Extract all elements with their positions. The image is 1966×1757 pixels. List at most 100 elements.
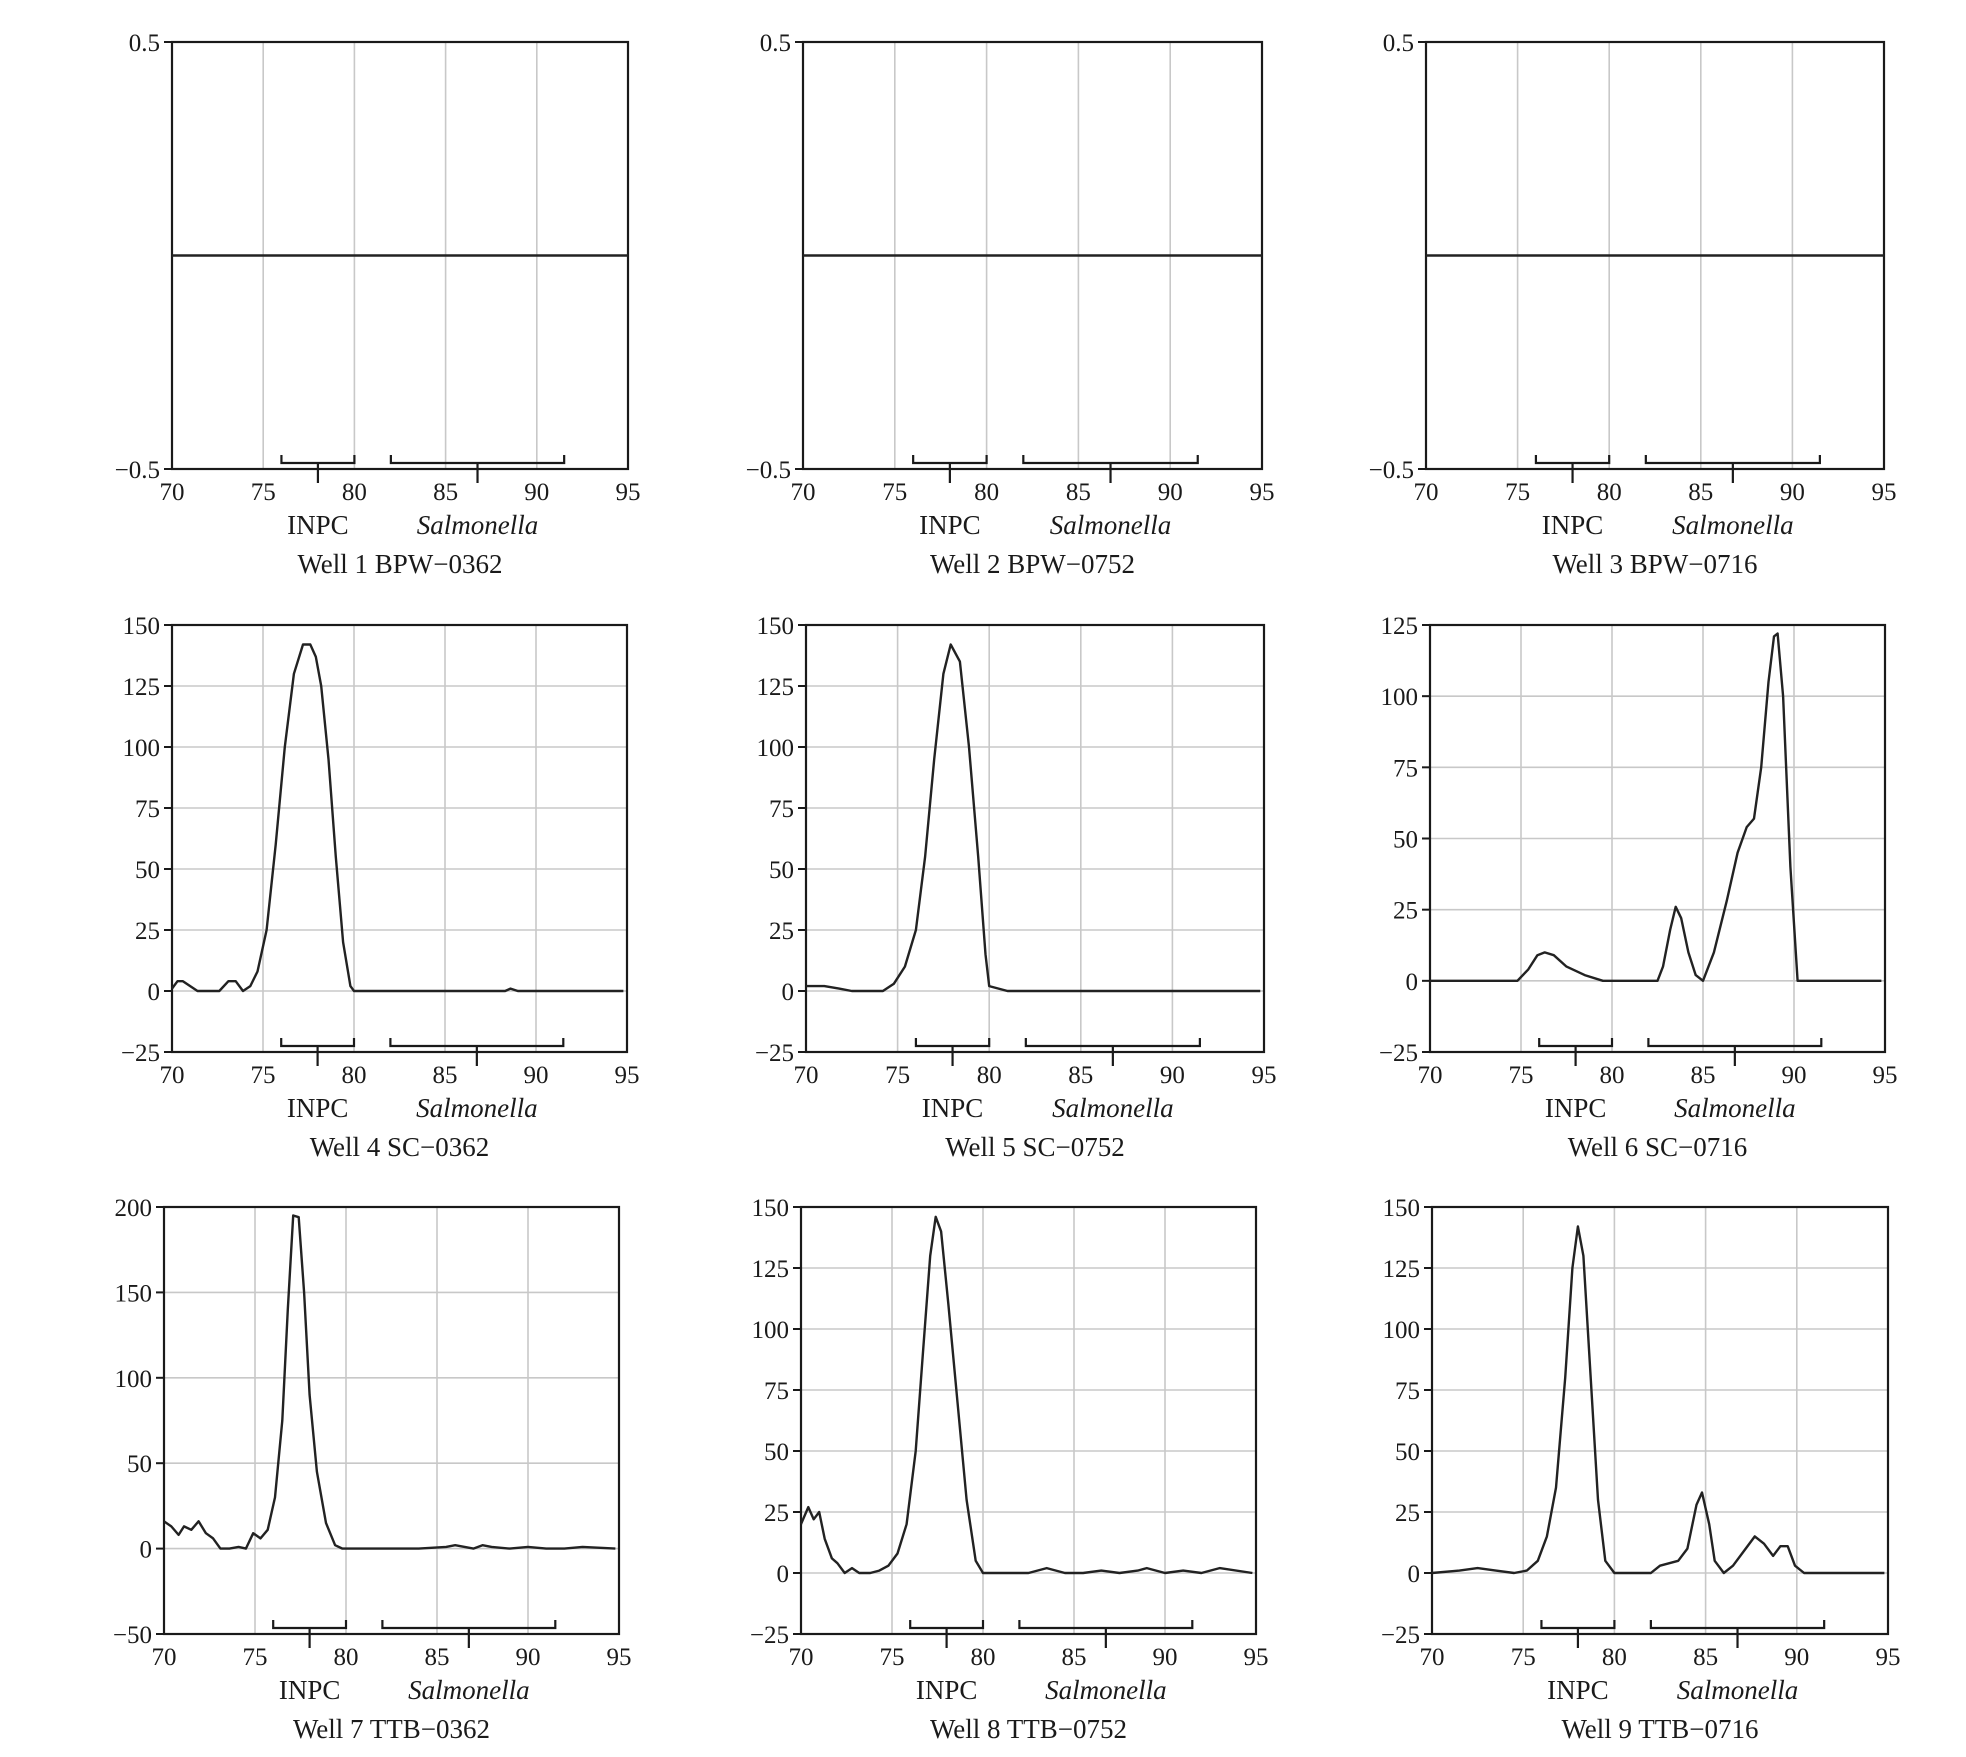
- y-tick-label: 125: [757, 674, 795, 701]
- x-tick-label: 75: [251, 479, 276, 506]
- x-tick-label: 75: [1505, 479, 1530, 506]
- bracket-label: Salmonella: [417, 510, 539, 540]
- x-tick-label: 70: [1418, 1062, 1443, 1089]
- bracket-inpc: [280, 1038, 356, 1066]
- chart-caption: Well 4 SC−0362: [310, 1132, 490, 1162]
- x-tick-label: 70: [1414, 479, 1439, 506]
- x-tick-label: 95: [1873, 1062, 1898, 1089]
- bracket-salmonella: [1649, 1620, 1826, 1648]
- chart-panel-4: 70 75 80 85 90 95 150 125 100 75 50 25 0 −25 INPC Salmo…: [121, 613, 640, 1162]
- chart-caption: Well 5 SC−0752: [945, 1132, 1125, 1162]
- y-tick-label: 150: [115, 1280, 153, 1307]
- bracket-label: Salmonella: [1052, 1093, 1174, 1123]
- bracket-inpc: [1540, 1620, 1616, 1648]
- x-tick-label: 90: [1158, 479, 1183, 506]
- x-tick-label: 75: [251, 1062, 276, 1089]
- y-tick-label: 50: [769, 857, 794, 884]
- y-tick-label: 0: [148, 979, 161, 1006]
- chart-caption: Well 1 BPW−0362: [297, 549, 502, 579]
- y-tick-label: 200: [115, 1195, 153, 1222]
- y-tick-label: −25: [1379, 1040, 1418, 1067]
- x-tick-label: 95: [1250, 479, 1275, 506]
- y-tick-label: 0.5: [129, 30, 160, 57]
- bracket-label: INPC: [1547, 1675, 1609, 1705]
- bracket-salmonella: [1022, 455, 1199, 483]
- x-tick-label: 70: [1420, 1644, 1445, 1671]
- x-tick-label: 75: [1511, 1644, 1536, 1671]
- x-tick-label: 75: [243, 1644, 268, 1671]
- y-tick-label: −25: [1381, 1622, 1420, 1649]
- x-tick-label: 75: [880, 1644, 905, 1671]
- y-tick-label: 50: [1395, 1439, 1420, 1466]
- x-tick-label: 75: [885, 1062, 910, 1089]
- bracket-label: Salmonella: [1672, 510, 1794, 540]
- melt-curve-line: [1431, 1225, 1885, 1575]
- chart-panel-8: 70 75 80 85 90 95 150 125 100 75 50 25 0 −25 INPC Salmo…: [750, 1195, 1269, 1744]
- y-tick-label: 25: [1395, 1500, 1420, 1527]
- chart-caption: Well 8 TTB−0752: [930, 1714, 1127, 1744]
- bracket-label: INPC: [1545, 1093, 1607, 1123]
- y-tick-label: 75: [135, 796, 160, 823]
- x-tick-label: 75: [882, 479, 907, 506]
- y-tick-label: −25: [755, 1040, 794, 1067]
- plot-frame: [162, 1205, 621, 1636]
- plot-frame: [799, 1205, 1258, 1636]
- x-tick-label: 70: [160, 1062, 185, 1089]
- bracket-inpc: [1538, 1038, 1614, 1066]
- x-tick-label: 70: [152, 1644, 177, 1671]
- bracket-label: INPC: [279, 1675, 341, 1705]
- x-tick-label: 80: [977, 1062, 1002, 1089]
- x-tick-label: 95: [1252, 1062, 1277, 1089]
- y-tick-label: 0: [777, 1561, 790, 1588]
- x-tick-label: 90: [524, 479, 549, 506]
- y-tick-label: 25: [769, 918, 794, 945]
- x-tick-label: 85: [1693, 1644, 1718, 1671]
- x-tick-label: 70: [160, 479, 185, 506]
- x-tick-label: 95: [1244, 1644, 1269, 1671]
- y-tick-label: 100: [757, 735, 795, 762]
- chart-caption: Well 6 SC−0716: [1568, 1132, 1748, 1162]
- y-tick-label: 50: [135, 857, 160, 884]
- bracket-salmonella: [1018, 1620, 1194, 1648]
- x-tick-label: 85: [1688, 479, 1713, 506]
- x-tick-label: 85: [1691, 1062, 1716, 1089]
- chart-caption: Well 7 TTB−0362: [293, 1714, 490, 1744]
- plot-frame: [170, 623, 629, 1054]
- y-tick-label: 0.5: [1383, 30, 1414, 57]
- y-tick-label: −50: [113, 1622, 152, 1649]
- y-tick-label: 0: [140, 1537, 153, 1564]
- x-tick-label: 95: [607, 1644, 632, 1671]
- x-tick-label: 80: [342, 1062, 367, 1089]
- x-tick-label: 85: [1066, 479, 1091, 506]
- x-tick-label: 90: [1780, 479, 1805, 506]
- x-tick-label: 75: [1509, 1062, 1534, 1089]
- chart-panel-5: 70 75 80 85 90 95 150 125 100 75 50 25 0 −25 INPC Salmo…: [755, 613, 1277, 1162]
- y-tick-label: 125: [752, 1256, 790, 1283]
- bracket-label: Salmonella: [408, 1675, 530, 1705]
- y-tick-label: 100: [1381, 684, 1419, 711]
- x-tick-label: 95: [615, 1062, 640, 1089]
- y-tick-label: 0: [1408, 1561, 1421, 1588]
- bracket-salmonella: [1024, 1038, 1201, 1066]
- bracket-inpc: [909, 1620, 985, 1648]
- chart-panel-2: 70 75 80 85 90 95 0.5 −0.5 INPC Salmonella Well 2 …: [746, 30, 1275, 579]
- y-tick-label: 150: [1383, 1195, 1421, 1222]
- bracket-label: Salmonella: [416, 1093, 538, 1123]
- x-tick-label: 85: [433, 479, 458, 506]
- y-tick-label: 75: [1393, 755, 1418, 782]
- y-tick-label: 75: [764, 1378, 789, 1405]
- y-tick-label: 25: [764, 1500, 789, 1527]
- y-tick-label: 150: [123, 613, 161, 640]
- bracket-salmonella: [389, 1038, 565, 1066]
- plot-frame: [1430, 1205, 1890, 1636]
- chart-panel-6: 70 75 80 85 90 95 125 100 75 50 25 0 −25 INPC Salmonel…: [1379, 613, 1898, 1162]
- plot-frame: [804, 623, 1266, 1054]
- y-tick-label: 125: [1383, 1256, 1421, 1283]
- melt-curve-line: [171, 643, 624, 993]
- chart-panel-1: 70 75 80 85 90 95 0.5 −0.5 INPC Salmonella Well 1 …: [115, 30, 641, 579]
- y-tick-label: 0: [1406, 969, 1419, 996]
- bracket-label: INPC: [919, 510, 981, 540]
- bracket-label: Salmonella: [1050, 510, 1172, 540]
- x-tick-label: 70: [794, 1062, 819, 1089]
